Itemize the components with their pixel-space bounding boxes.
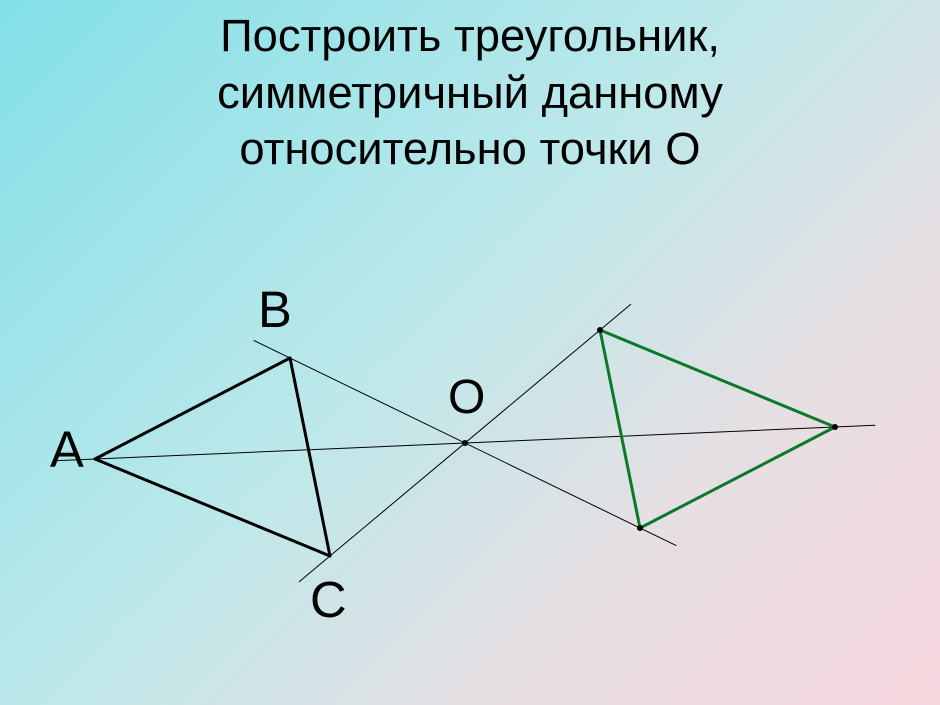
vertex-label-a: A: [50, 420, 84, 479]
diagram-svg: [0, 0, 940, 705]
center-label-o: O: [448, 370, 485, 425]
slide-canvas: Построить треугольник, симметричный данн…: [0, 0, 940, 705]
vertex-label-b: B: [258, 280, 292, 339]
vertex-label-c: C: [310, 570, 347, 629]
